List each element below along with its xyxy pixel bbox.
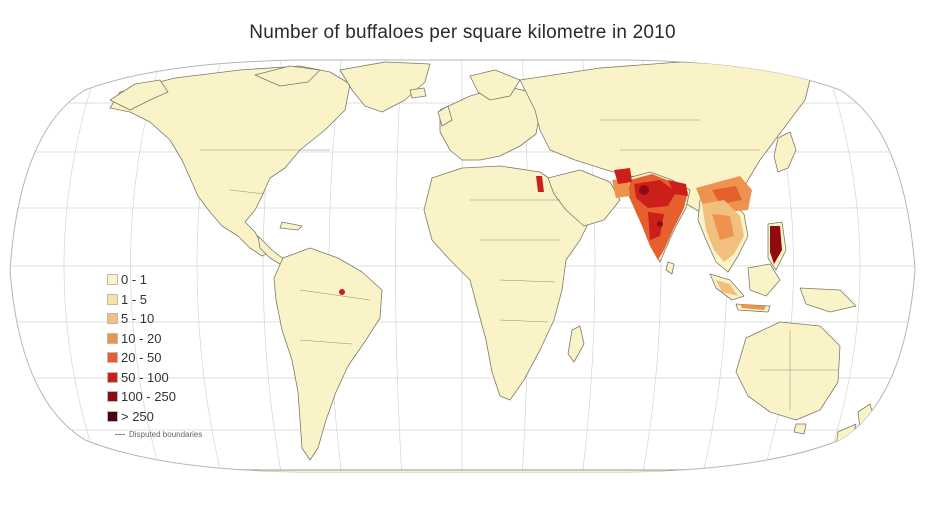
legend-swatch [107, 293, 118, 305]
legend-swatch [107, 391, 118, 403]
legend-swatch [107, 274, 118, 286]
japan [773, 131, 797, 173]
legend-label: 10 - 20 [121, 330, 162, 346]
iceland [409, 87, 427, 99]
map-title: Number of buffaloes per square kilometre… [249, 22, 676, 43]
legend-label: > 250 [121, 408, 154, 424]
dashed-line-icon [115, 433, 125, 435]
legend-item: 50 - 100 [107, 368, 202, 388]
land [109, 61, 875, 472]
legend-label: 20 - 50 [121, 350, 162, 366]
legend-swatch [107, 371, 118, 383]
legend-swatch [107, 410, 118, 422]
country-borders [200, 119, 838, 410]
legend-item: 0 - 1 [107, 270, 202, 290]
arabia [547, 169, 621, 227]
australia [735, 321, 841, 421]
greenland [339, 61, 431, 113]
arctic-islands [254, 65, 321, 87]
legend-label: 1 - 5 [121, 291, 148, 307]
legend-label: 0 - 1 [121, 272, 148, 288]
alaska [109, 79, 169, 111]
legend-item: 5 - 10 [107, 309, 202, 329]
legend-label: 5 - 10 [121, 311, 155, 327]
legend-item: 1 - 5 [107, 290, 202, 310]
sri-lanka [665, 261, 675, 275]
philippines-density [770, 226, 782, 264]
borneo [747, 263, 781, 297]
legend-swatch [107, 352, 118, 364]
legend-label: 100 - 250 [121, 389, 176, 405]
legend-swatch [107, 313, 118, 325]
legend-item: > 250 [107, 407, 202, 427]
uk [437, 105, 453, 127]
disputed-label: Disputed boundaries [129, 429, 203, 439]
amazon-density [339, 289, 345, 295]
tasmania [793, 423, 807, 435]
new-guinea [799, 287, 857, 313]
legend-disputed: Disputed boundaries [115, 426, 202, 442]
legend-swatch [107, 332, 118, 344]
map-legend: 0 - 1 1 - 5 5 - 10 10 - 20 20 - 50 50 - … [107, 270, 202, 442]
antarctica [199, 469, 701, 472]
legend-item: 10 - 20 [107, 329, 202, 349]
madagascar [567, 325, 585, 363]
south-america [273, 247, 383, 461]
caribbean [279, 221, 303, 231]
legend-item: 20 - 50 [107, 348, 202, 368]
nile-density [536, 176, 544, 192]
scandinavia [469, 69, 521, 101]
density-overlay [339, 168, 782, 310]
legend-item: 100 - 250 [107, 387, 202, 407]
legend-label: 50 - 100 [121, 369, 169, 385]
